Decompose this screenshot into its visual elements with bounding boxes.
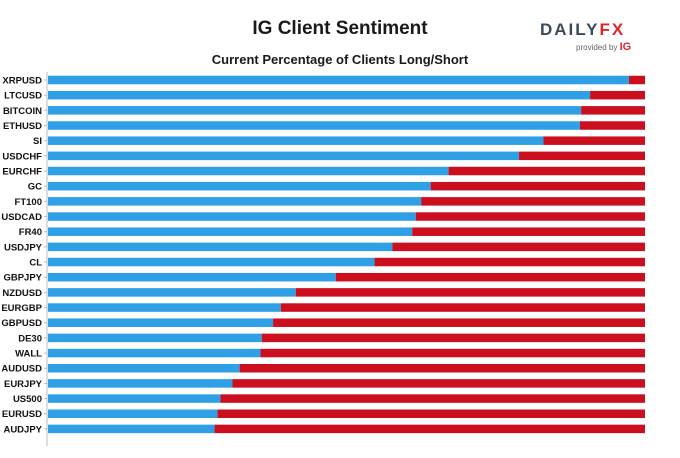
bar-short-audjpy	[214, 424, 646, 434]
bar-long-gbpusd	[48, 318, 274, 327]
bar-short-eurusd	[217, 409, 645, 418]
bar-long-de30	[48, 333, 262, 343]
chart-title: IG Client Sentiment	[252, 18, 428, 39]
bar-short-si	[543, 136, 645, 145]
category-label-xrpusd: XRPUSD	[2, 76, 42, 87]
bar-short-wall	[260, 348, 645, 358]
bar-long-ethusd	[48, 121, 580, 130]
bar-short-usdchf	[519, 151, 645, 161]
bar-long-eurjpy	[48, 379, 233, 388]
bar-short-xrpusd	[628, 75, 645, 85]
bar-long-eurgbp	[48, 303, 281, 312]
category-label-us500: US500	[13, 394, 42, 405]
bar-short-nzdusd	[295, 288, 645, 297]
category-label-audusd: AUDUSD	[1, 364, 42, 375]
bar-long-ft100	[48, 197, 422, 206]
bar-short-ethusd	[579, 121, 645, 130]
category-label-gc: GC	[28, 182, 42, 193]
bar-long-fr40	[48, 227, 413, 236]
category-label-usdjpy: USDJPY	[4, 242, 43, 253]
bar-long-gbpjpy	[48, 272, 336, 282]
bar-short-de30	[261, 333, 645, 343]
bar-short-ltcusd	[590, 90, 645, 100]
category-label-eurchf: EURCHF	[2, 167, 42, 178]
bar-long-cl	[48, 257, 375, 267]
bar-long-si	[48, 136, 544, 145]
bar-long-eurusd	[48, 409, 218, 418]
dailyfx-logo: DAILYFX provided by IG	[540, 20, 650, 53]
bar-short-us500	[220, 394, 645, 403]
category-label-fr40: FR40	[19, 227, 42, 238]
bar-short-gbpusd	[273, 318, 645, 327]
bar-long-audusd	[48, 363, 240, 373]
category-label-ft100: FT100	[15, 197, 42, 208]
category-label-usdcad: USDCAD	[1, 212, 42, 223]
bar-short-eurjpy	[232, 379, 645, 388]
bar-long-audjpy	[48, 424, 215, 434]
category-label-nzdusd: NZDUSD	[2, 288, 42, 299]
bar-long-gc	[48, 181, 431, 191]
category-label-gbpjpy: GBPJPY	[3, 273, 42, 284]
logo-ig: IG	[619, 41, 632, 53]
category-label-ltcusd: LTCUSD	[4, 91, 42, 102]
bar-short-eurgbp	[280, 303, 645, 312]
logo-wordmark: DAILYFX	[540, 20, 650, 40]
category-label-usdchf: USDCHF	[2, 151, 42, 162]
category-label-wall: WALL	[15, 349, 42, 360]
category-label-si: SI	[33, 136, 42, 147]
bar-long-nzdusd	[48, 288, 296, 297]
category-label-eurjpy: EURJPY	[4, 379, 43, 390]
bar-short-cl	[374, 257, 645, 267]
bar-long-bitcoin	[48, 106, 582, 115]
bar-short-audusd	[239, 363, 645, 373]
category-label-eurgbp: EURGBP	[1, 303, 42, 314]
bar-long-usdcad	[48, 212, 416, 221]
bar-short-bitcoin	[581, 106, 645, 115]
category-label-cl: CL	[29, 258, 42, 269]
bar-long-usdjpy	[48, 242, 393, 252]
bar-short-gbpjpy	[335, 272, 645, 282]
bar-long-wall	[48, 348, 261, 358]
category-label-audjpy: AUDJPY	[3, 424, 42, 435]
bar-long-xrpusd	[48, 75, 629, 85]
logo-provided-by-text: provided by	[576, 43, 618, 52]
category-label-de30: DE30	[18, 333, 42, 344]
bar-short-usdjpy	[392, 242, 645, 252]
bar-long-us500	[48, 394, 221, 403]
bar-long-ltcusd	[48, 90, 591, 100]
bar-long-usdchf	[48, 151, 520, 161]
category-label-eurusd: EURUSD	[2, 409, 42, 420]
logo-daily: DAILY	[540, 20, 600, 39]
category-label-ethusd: ETHUSD	[3, 121, 42, 132]
bar-short-ft100	[421, 197, 645, 206]
chart-subtitle: Current Percentage of Clients Long/Short	[211, 52, 469, 67]
bar-short-usdcad	[415, 212, 645, 221]
logo-provided-by: provided by IG	[540, 41, 650, 53]
bar-long-eurchf	[48, 166, 449, 176]
logo-fx: FX	[599, 20, 626, 39]
bar-short-eurchf	[448, 166, 645, 176]
bar-short-gc	[430, 181, 645, 191]
category-label-gbpusd: GBPUSD	[1, 318, 42, 329]
category-label-bitcoin: BITCOIN	[3, 106, 42, 117]
bar-short-fr40	[412, 227, 645, 236]
